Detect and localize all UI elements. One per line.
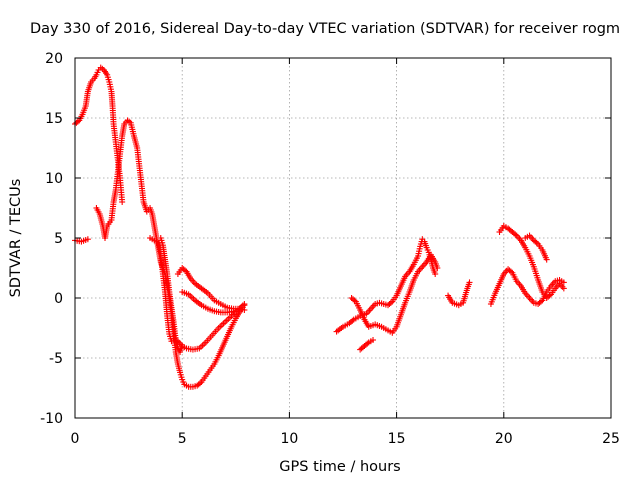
data-point-marker [546, 292, 553, 299]
data-point-marker [507, 268, 514, 275]
tick-labels: 0 5 10 15 20 25 -10 -5 0 5 10 15 20 [40, 51, 620, 447]
data-point-marker [543, 256, 550, 263]
data-point-marker [241, 307, 248, 313]
y-tick-label: -10 [40, 411, 63, 427]
data-point-marker [434, 265, 441, 271]
data-point-marker [432, 271, 439, 277]
data-point-marker [364, 340, 371, 347]
data-point-marker [197, 380, 204, 387]
data-point-marker [370, 337, 377, 343]
data-points [72, 64, 567, 390]
data-point-marker [179, 343, 186, 349]
data-point-marker [387, 299, 394, 306]
y-tick-label: 10 [45, 171, 63, 187]
data-point-marker [533, 239, 540, 246]
chart-title: Day 330 of 2016, Sidereal Day-to-day VTE… [30, 21, 620, 37]
x-tick-label: 0 [71, 431, 80, 447]
y-tick-label: 15 [45, 111, 63, 127]
x-tick-label: 25 [602, 431, 620, 447]
data-point-marker [512, 231, 519, 238]
data-point-marker [74, 118, 81, 125]
data-point-marker [351, 297, 358, 304]
data-point-marker [119, 199, 126, 205]
x-tick-label: 20 [495, 431, 513, 447]
grid-lines [75, 58, 611, 418]
x-axis-label: GPS time / hours [279, 459, 400, 475]
data-point-marker [84, 236, 91, 243]
data-point-marker [560, 279, 567, 286]
data-point-marker [537, 298, 544, 305]
data-point-marker [241, 301, 248, 307]
y-tick-label: 20 [45, 51, 63, 67]
data-point-marker [230, 308, 237, 315]
data-point-marker [560, 285, 567, 292]
data-point-marker [349, 317, 356, 324]
y-tick-label: -5 [49, 351, 63, 367]
data-point-marker [466, 279, 473, 286]
axis-ticks [74, 57, 612, 419]
y-axis-label: SDTVAR / TECUs [8, 179, 24, 298]
y-tick-label: 5 [54, 231, 63, 247]
x-tick-label: 15 [388, 431, 406, 447]
x-tick-label: 5 [178, 431, 187, 447]
y-tick-label: 0 [54, 291, 63, 307]
x-tick-label: 10 [280, 431, 298, 447]
